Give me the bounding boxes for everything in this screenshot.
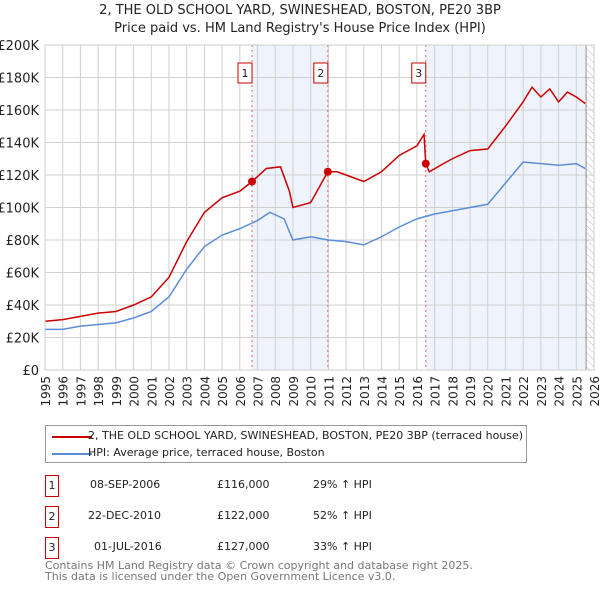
sale-point [323,167,332,176]
y-tick-label: £60K [6,267,40,282]
sale-label-box [237,62,253,84]
x-tick-label: 2001 [145,376,159,407]
y-tick-label: £40K [6,299,40,314]
transaction-date: 08-SEP-2006 [90,478,161,491]
x-tick-label: 2006 [234,376,248,407]
legend-hpi: HPI: Average price, terraced house, Bost… [88,446,325,459]
y-tick-label: £200K [0,39,39,54]
chart-title: 2, THE OLD SCHOOL YARD, SWINESHEAD, BOST… [99,3,501,18]
y-tick-label: £0 [22,364,39,379]
legend-red-line [52,436,92,438]
x-tick-label: 2017 [429,376,443,407]
x-tick-label: 1998 [92,376,106,407]
y-tick-label: £180K [0,72,39,87]
x-tick-label: 1995 [39,376,53,407]
chart-subtitle: Price paid vs. HM Land Registry's House … [114,21,486,36]
transaction-date: 22-DEC-2010 [88,509,162,522]
legend-property: 2, THE OLD SCHOOL YARD, SWINESHEAD, BOST… [88,429,524,442]
y-tick-label: £160K [0,104,39,119]
x-tick-label: 2024 [553,376,567,407]
y-tick-label: £80K [6,234,40,249]
x-tick-label: 2000 [128,376,142,407]
transaction-number: 3 [45,537,59,559]
legend-blue-line [52,453,92,455]
x-tick-label: 2008 [269,376,283,407]
x-tick-label: 2023 [535,376,549,407]
sale-label-box [411,62,427,84]
x-tick-label: 2021 [499,376,513,407]
sale-label-box [313,62,329,84]
x-tick-label: 2005 [216,376,230,407]
transaction-row: 3 01-JUL-2016 £127,000 33% ↑ HPI [45,537,600,559]
x-tick-label: 1996 [57,376,71,407]
x-tick-label: 2013 [358,376,372,407]
transaction-row: 1 08-SEP-2006 £116,000 29% ↑ HPI [45,475,600,497]
price-chart: £0 £20K £40K £60K £80K £100K £120K £140K £160K £1… [0,39,600,407]
transaction-price: £122,000 [217,509,270,522]
x-tick-label: 2018 [446,376,460,407]
x-tick-label: 2009 [287,376,301,407]
transaction-hpi: 33% ↑ HPI [313,540,372,553]
hpi-line [45,161,586,331]
x-tick-label: 2003 [181,376,195,407]
transaction-hpi: 52% ↑ HPI [313,509,372,522]
sale-label: 1 [242,67,249,80]
x-tick-label: 1999 [110,376,124,407]
x-tick-label: 2020 [482,376,496,407]
footer: Contains HM Land Registry data © Crown c… [45,560,473,582]
transaction-hpi: 29% ↑ HPI [313,478,372,491]
legend: 2, THE OLD SCHOOL YARD, SWINESHEAD, BOST… [45,425,527,463]
x-tick-label: 2015 [393,376,407,407]
property-price-line [44,86,586,322]
x-tick-label: 2010 [305,376,319,407]
transaction-number: 1 [45,475,59,497]
sale-label: 3 [415,67,422,80]
transaction-row: 2 22-DEC-2010 £122,000 52% ↑ HPI [45,506,600,528]
x-tick-label: 1997 [74,376,88,407]
x-tick-label: 2012 [340,376,354,407]
sale-label: 2 [317,67,324,80]
x-tick-label: 2002 [163,376,177,407]
x-tick-label: 2025 [570,376,584,407]
x-tick-label: 2007 [252,376,266,407]
y-tick-label: £120K [0,169,39,184]
x-tick-label: 2014 [375,376,389,407]
x-tick-label: 2022 [517,376,531,407]
x-tick-label: 2019 [464,376,478,407]
x-tick-label: 2026 [588,376,600,407]
transaction-price: £116,000 [217,478,270,491]
x-tick-label: 2011 [322,376,336,407]
sale-point [421,159,430,168]
sale-point [248,177,257,186]
transaction-number: 2 [45,506,59,528]
copyright-note: Contains HM Land Registry data © Crown c… [45,559,473,572]
transaction-price: £127,000 [217,540,270,553]
x-tick-label: 2016 [411,376,425,407]
plot-frame [44,44,595,371]
y-tick-label: £140K [0,137,39,152]
y-tick-label: £20K [6,332,40,347]
x-tick-label: 2004 [198,376,212,407]
transaction-date: 01-JUL-2016 [94,540,162,553]
licence-note: This data is licensed under the Open Gov… [45,570,396,583]
y-tick-label: £100K [0,202,39,217]
